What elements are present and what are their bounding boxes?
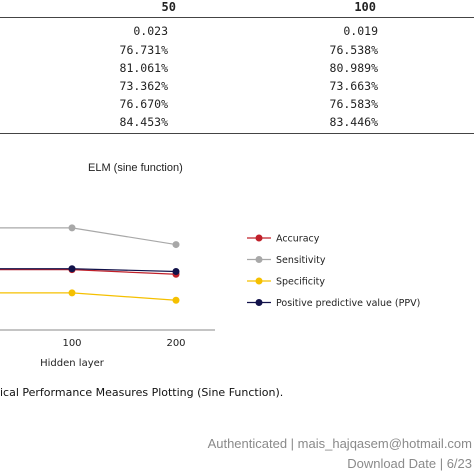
line-chart: 100 200 Hidden layer Accuracy Sensitivity S…	[0, 224, 420, 369]
legend-label: Specificity	[276, 277, 325, 288]
legend-label: Sensitivity	[276, 255, 326, 266]
table-cell: 0.023	[133, 24, 168, 38]
legend-marker	[255, 256, 263, 263]
results-table: 50 100 0.023 0.019 76.731% 76.538% 81.06…	[0, 0, 474, 136]
legend-marker	[255, 299, 263, 306]
legend: Accuracy Sensitivity Specificity Positive p…	[247, 234, 420, 309]
data-point	[68, 265, 76, 273]
table-cell: 84.453%	[119, 115, 168, 129]
data-point	[68, 289, 76, 297]
figure-caption: ical Performance Measures Plotting (Sine…	[0, 386, 284, 399]
data-point	[68, 224, 76, 232]
table-cell: 0.019	[343, 24, 378, 38]
x-axis-label: Hidden layer	[40, 358, 105, 369]
x-tick-labels: 100 200	[62, 338, 185, 349]
table-cell: 73.362%	[119, 79, 168, 93]
footer-download-date: Download Date | 6/23	[347, 456, 472, 471]
table-cell: 76.731%	[119, 43, 168, 57]
x-tick-label: 100	[62, 338, 81, 349]
table-cell: 80.989%	[329, 61, 378, 75]
table-cell: 76.583%	[329, 97, 378, 111]
table-header-50: 50	[161, 0, 176, 14]
chart-title: ELM (sine function)	[88, 162, 183, 174]
series-line-sensitivity	[0, 227, 177, 246]
data-point	[172, 268, 180, 275]
x-tick-label: 200	[166, 338, 185, 349]
table-cell: 76.538%	[329, 43, 378, 57]
legend-marker	[255, 277, 263, 285]
legend-label: Accuracy	[276, 234, 320, 245]
table-header-rule	[0, 17, 474, 18]
series-line-specificity	[0, 292, 177, 301]
plot-area	[0, 224, 180, 304]
footer-authenticated: Authenticated | mais_hajqasem@hotmail.co…	[207, 436, 472, 451]
table-cell: 83.446%	[329, 115, 378, 129]
data-point	[172, 241, 180, 249]
table-cell: 76.670%	[119, 97, 168, 111]
table-cell: 81.061%	[119, 61, 168, 75]
data-point	[172, 296, 180, 304]
legend-label: Positive predictive value (PPV)	[276, 298, 420, 309]
table-header-100: 100	[354, 0, 376, 14]
legend-marker	[255, 234, 263, 242]
table-cell: 73.663%	[329, 79, 378, 93]
table-bottom-rule	[0, 133, 474, 134]
